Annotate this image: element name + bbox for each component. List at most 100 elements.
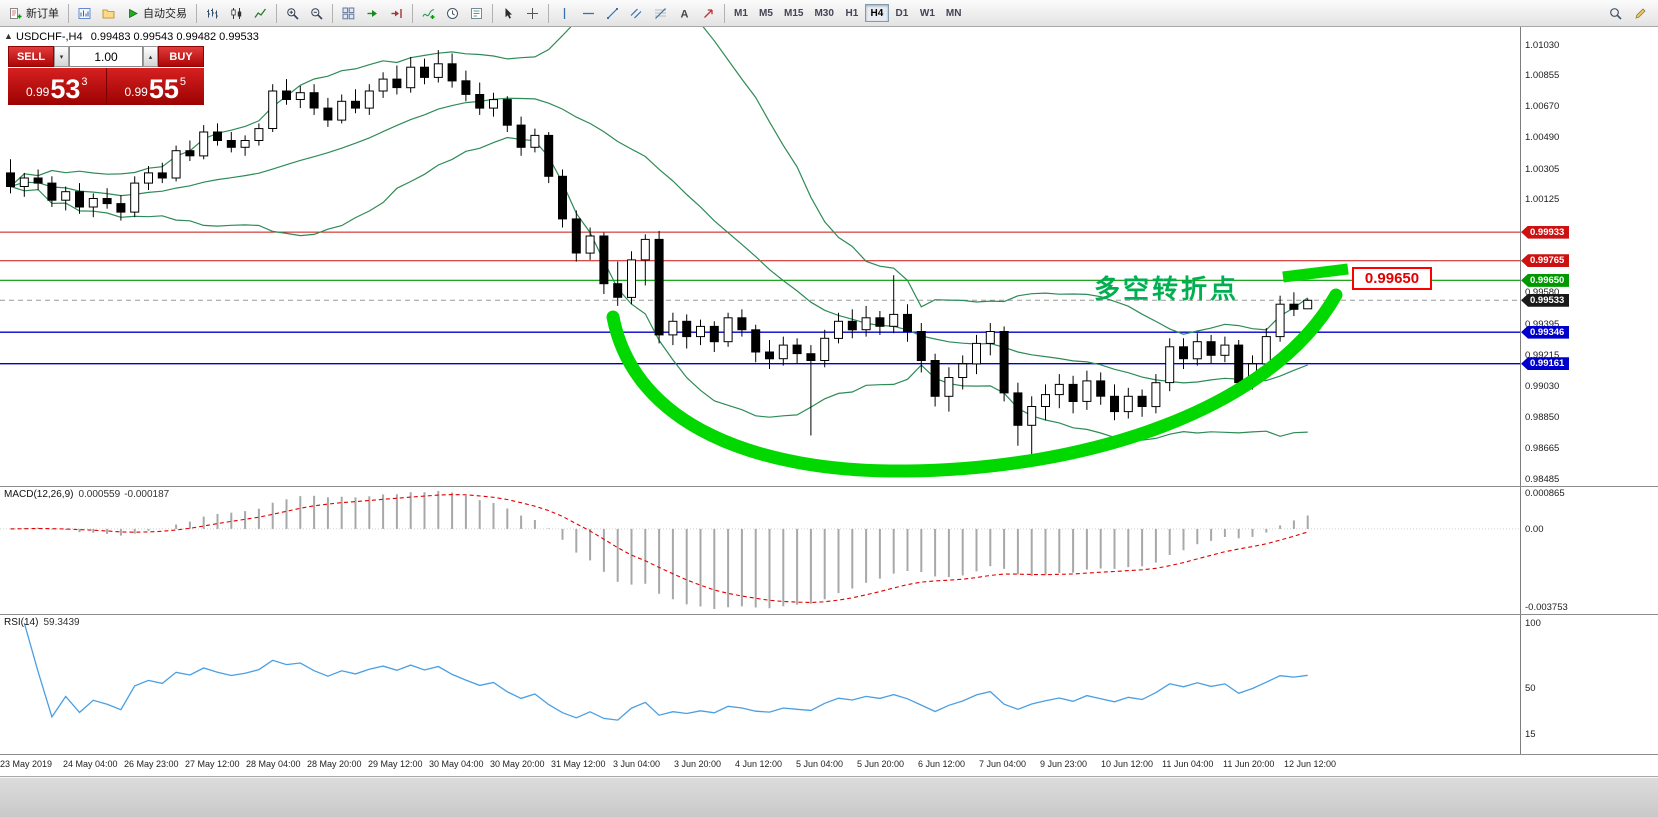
line-icon bbox=[254, 7, 267, 20]
market-watch-button[interactable] bbox=[73, 2, 96, 24]
panel-collapse-arrow-icon[interactable]: ▲ bbox=[4, 31, 13, 41]
timeframe-mn-button[interactable]: MN bbox=[941, 4, 967, 22]
timeframe-m5-button[interactable]: M5 bbox=[754, 4, 778, 22]
symbol-timeframe-label: USDCHF-,H4 bbox=[16, 31, 83, 43]
time-axis[interactable]: 23 May 2019 24 May 04:00 26 May 23:00 27 Ma… bbox=[0, 755, 1658, 777]
turning-point-annotation: 多空转折点 bbox=[1094, 274, 1240, 304]
toolbar-button-label: 新订单 bbox=[26, 8, 59, 20]
candle bbox=[378, 78, 388, 92]
rsi-panel[interactable]: RSI(14) 59.3439 100 50 15 bbox=[0, 615, 1658, 755]
edit-icon[interactable] bbox=[1629, 2, 1652, 24]
candle bbox=[1206, 341, 1216, 356]
candle bbox=[530, 134, 540, 148]
time-axis-label: 7 Jun 04:00 bbox=[979, 759, 1027, 769]
line-chart-button[interactable] bbox=[249, 2, 272, 24]
vertical-line-button[interactable] bbox=[553, 2, 576, 24]
candle bbox=[751, 329, 761, 353]
candle bbox=[792, 344, 802, 355]
candle bbox=[226, 140, 236, 148]
candle bbox=[571, 218, 581, 254]
candle bbox=[972, 342, 981, 365]
volume-decrease-button[interactable]: ▾ bbox=[54, 46, 69, 67]
periods-icon bbox=[446, 7, 459, 20]
rsi-axis-label: 15 bbox=[1525, 728, 1536, 740]
price-tag: 0.99533 bbox=[1521, 293, 1569, 307]
toolbar-left-group: 新订单 自动交易 A M1 M5 M15 M30 H1 H4 D1 W1 MN bbox=[4, 2, 966, 24]
indicators-icon bbox=[422, 7, 435, 20]
tile-windows-button[interactable] bbox=[337, 2, 360, 24]
fibonacci-button[interactable] bbox=[649, 2, 672, 24]
time-axis-label: 10 Jun 12:00 bbox=[1101, 759, 1154, 769]
candle bbox=[696, 325, 705, 338]
buy-button[interactable]: BUY bbox=[158, 46, 204, 67]
horizontal-line-button[interactable] bbox=[577, 2, 600, 24]
chart-shift-button[interactable] bbox=[385, 2, 408, 24]
cursor-button[interactable] bbox=[497, 2, 520, 24]
candle bbox=[806, 353, 816, 362]
price-axis-label: 1.00305 bbox=[1525, 163, 1560, 175]
candlestick-chart-button[interactable] bbox=[225, 2, 248, 24]
zoom-in-button[interactable] bbox=[281, 2, 304, 24]
new-order-button[interactable]: 新订单 bbox=[4, 2, 64, 24]
candle bbox=[1165, 346, 1175, 384]
new-order-icon bbox=[9, 7, 22, 20]
candle bbox=[585, 235, 595, 254]
macd-main-value: 0.000559 bbox=[78, 489, 121, 500]
equidistant-channel-button[interactable] bbox=[625, 2, 648, 24]
trade-prices-row: 0.99 53 3 0.99 55 5 bbox=[8, 68, 204, 105]
price-axis-label: 1.01030 bbox=[1525, 40, 1560, 51]
text-label-button[interactable]: A bbox=[673, 2, 696, 24]
toolbar-separator bbox=[724, 3, 725, 23]
candle bbox=[737, 317, 747, 331]
time-axis-label: 11 Jun 20:00 bbox=[1223, 759, 1275, 769]
candle bbox=[420, 66, 429, 78]
volume-increase-button[interactable]: ▴ bbox=[143, 46, 158, 67]
macd-panel[interactable]: MACD(12,26,9) 0.000559 -0.000187 0.000865 0… bbox=[0, 487, 1658, 615]
fibo-icon bbox=[654, 7, 667, 20]
bar-chart-button[interactable] bbox=[201, 2, 224, 24]
toolbar-separator bbox=[196, 3, 197, 23]
timeframe-m1-button[interactable]: M1 bbox=[729, 4, 753, 22]
candle bbox=[958, 363, 968, 378]
candle bbox=[627, 259, 636, 298]
crosshair-button[interactable] bbox=[521, 2, 544, 24]
buy-price-prefix: 0.99 bbox=[124, 85, 148, 99]
sell-price-display[interactable]: 0.99 53 3 bbox=[8, 68, 107, 105]
price-axis-label: 0.98850 bbox=[1525, 411, 1560, 423]
sell-button[interactable]: SELL bbox=[8, 46, 54, 67]
search-icon[interactable] bbox=[1604, 2, 1627, 24]
templates-button[interactable] bbox=[465, 2, 488, 24]
timeframe-h1-button[interactable]: H1 bbox=[840, 4, 864, 22]
time-axis-label: 30 May 20:00 bbox=[490, 759, 545, 769]
zoom-out-button[interactable] bbox=[305, 2, 328, 24]
trend-icon bbox=[606, 7, 619, 20]
timeframe-m30-button[interactable]: M30 bbox=[809, 4, 838, 22]
macd-axis-label: 0.000865 bbox=[1525, 488, 1565, 499]
timeframe-m15-button[interactable]: M15 bbox=[779, 4, 808, 22]
vline-icon bbox=[558, 7, 571, 20]
indicators-button[interactable] bbox=[417, 2, 440, 24]
rsi-axis-label: 100 bbox=[1525, 618, 1541, 629]
candle bbox=[778, 344, 788, 360]
timeframe-d1-button[interactable]: D1 bbox=[890, 4, 914, 22]
price-chart-panel[interactable]: ▲ USDCHF-,H4 0.99483 0.99543 0.99482 0.9… bbox=[0, 27, 1658, 487]
periods-button[interactable] bbox=[441, 2, 464, 24]
trendline-button[interactable] bbox=[601, 2, 624, 24]
candle bbox=[1096, 380, 1106, 397]
templates-icon bbox=[470, 7, 483, 20]
buy-price-display[interactable]: 0.99 55 5 bbox=[106, 68, 204, 105]
timeframe-w1-button[interactable]: W1 bbox=[915, 4, 940, 22]
time-axis-label: 9 Jun 23:00 bbox=[1040, 759, 1088, 769]
navigator-button[interactable] bbox=[97, 2, 120, 24]
candle bbox=[185, 150, 195, 157]
autotrading-button[interactable]: 自动交易 bbox=[121, 2, 192, 24]
arrows-button[interactable] bbox=[697, 2, 720, 24]
price-plot[interactable] bbox=[0, 27, 1520, 486]
hline-icon bbox=[582, 7, 595, 20]
window-bottom-strip bbox=[0, 777, 1658, 817]
volume-input[interactable] bbox=[69, 46, 143, 67]
auto-scroll-button[interactable] bbox=[361, 2, 384, 24]
candle bbox=[171, 150, 181, 179]
timeframe-h4-button[interactable]: H4 bbox=[864, 4, 889, 22]
